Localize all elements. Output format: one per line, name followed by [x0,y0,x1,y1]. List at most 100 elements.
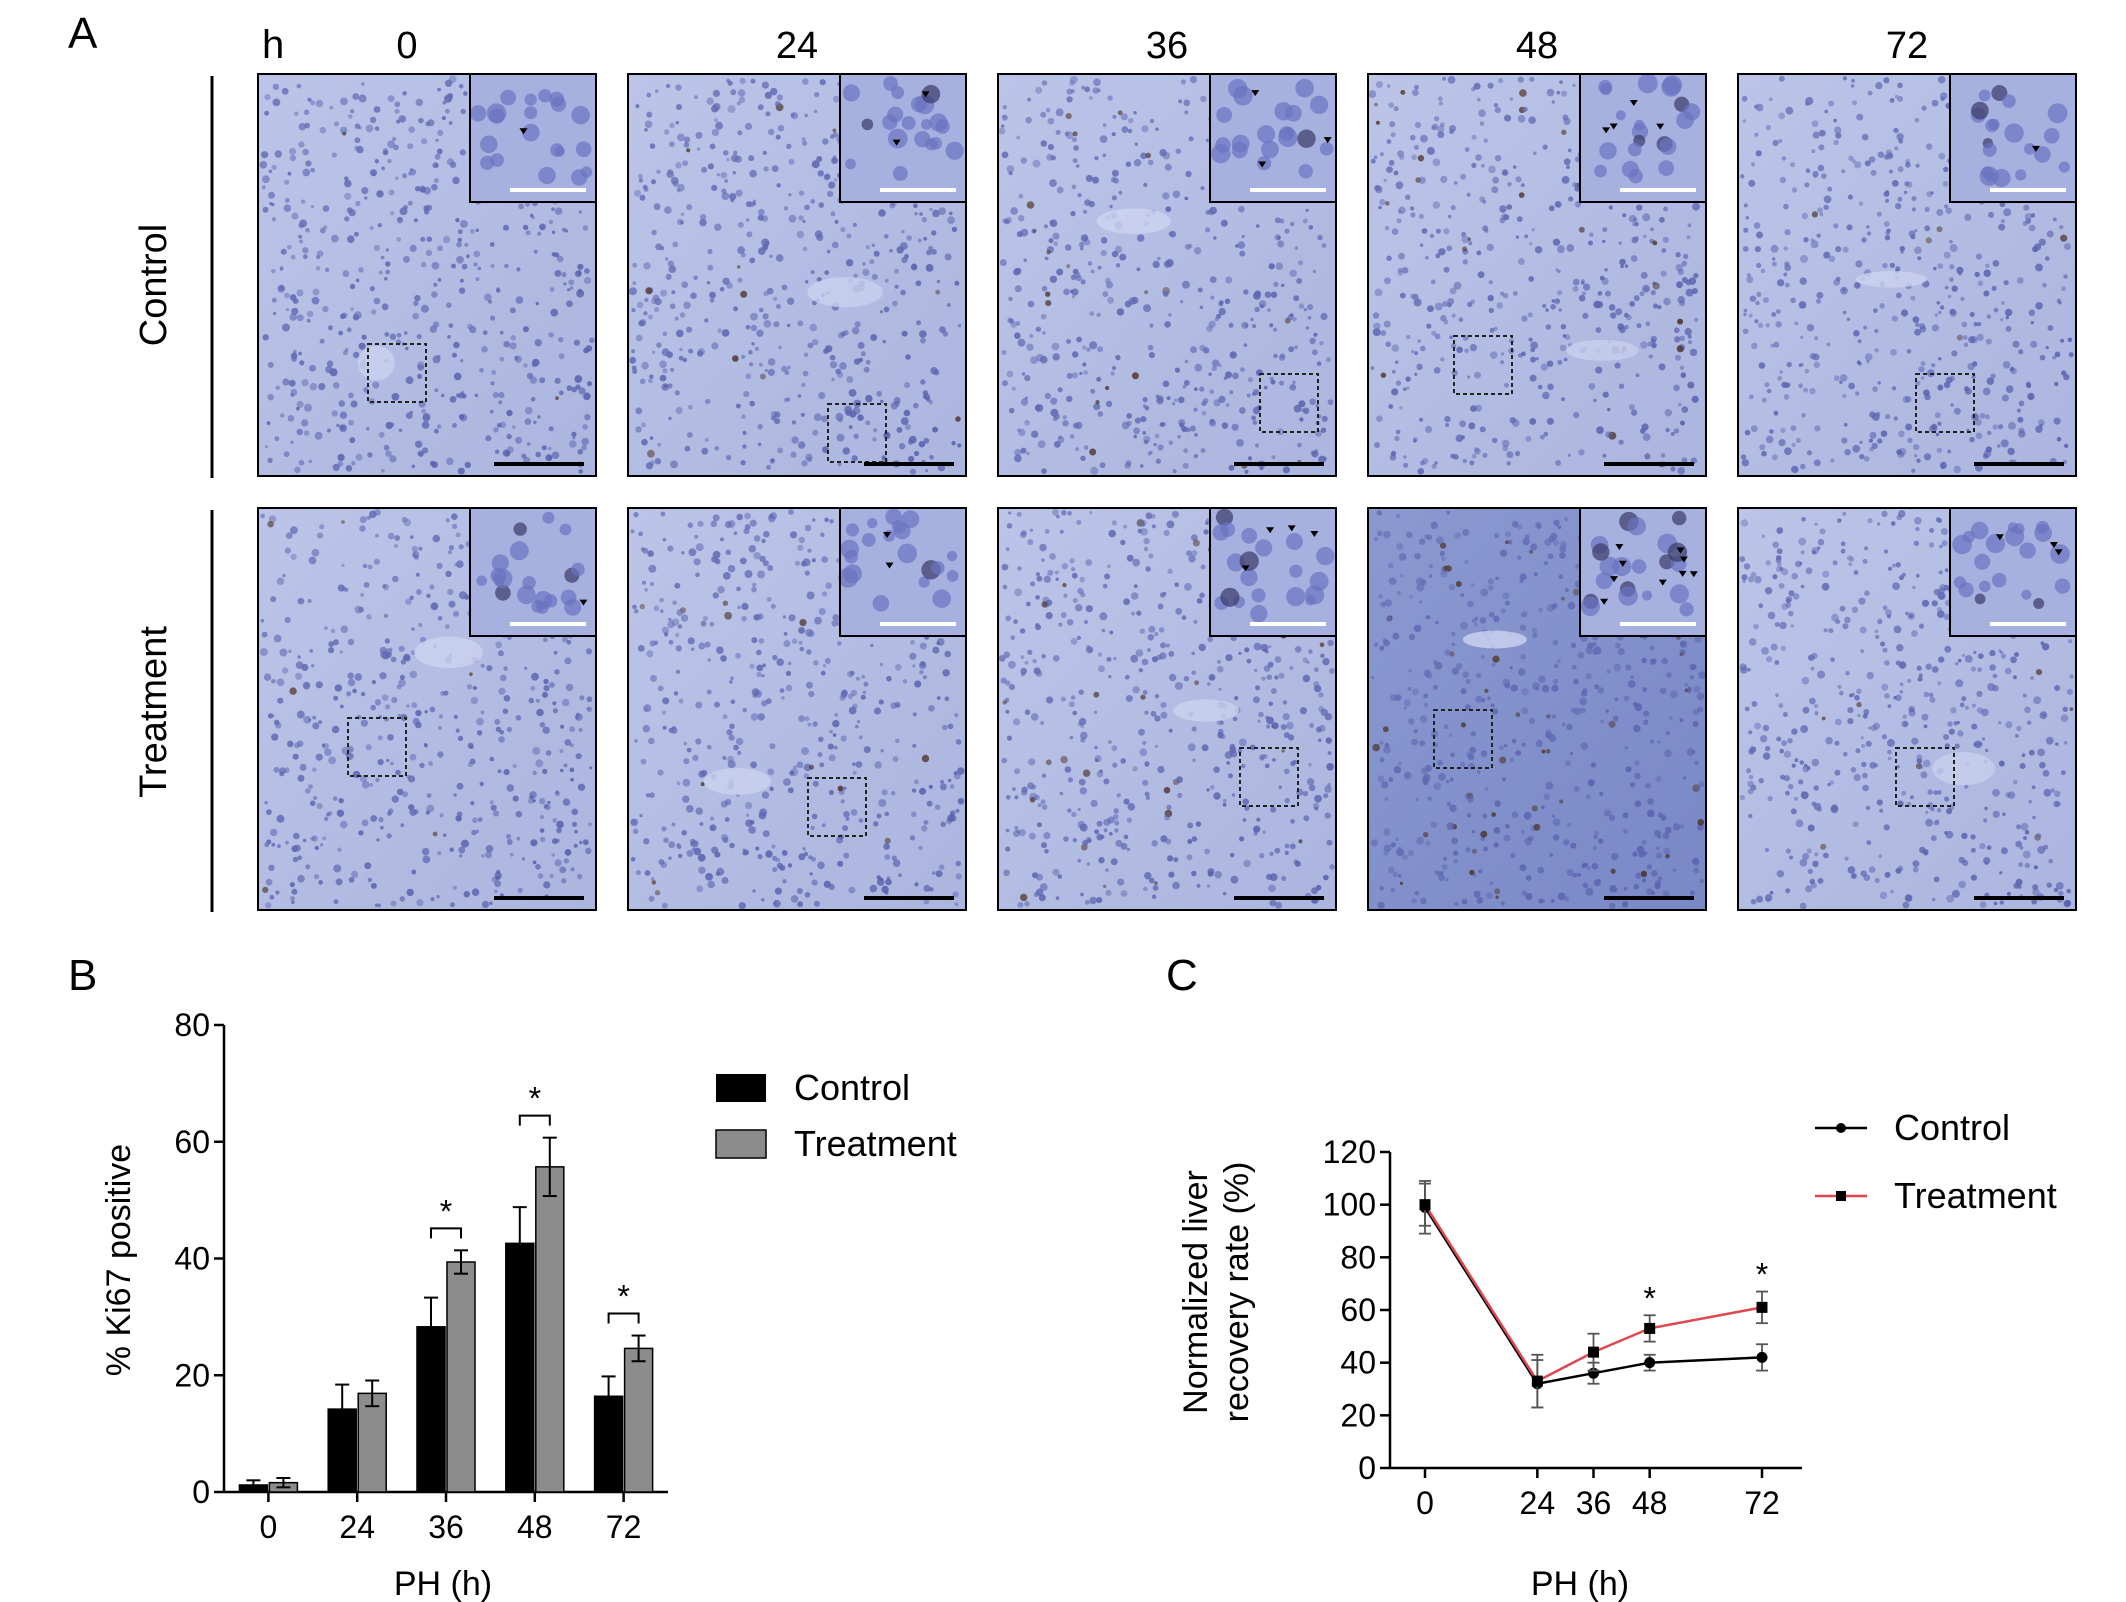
inset-nucleus [920,119,932,130]
inset-nucleus [1305,594,1316,606]
inset-nucleus [1289,564,1303,578]
inset-nucleus [480,155,495,170]
inset-nucleus [1309,95,1329,115]
inset-nucleus [932,589,951,608]
inset-nucleus [2043,128,2060,144]
inset-magnified [1949,73,2077,203]
inset-nucleus [840,539,859,559]
inset-nucleus [500,89,517,106]
inset-nucleus [534,591,553,609]
inset-nucleus [1978,89,1991,102]
inset-nucleus [1240,568,1258,587]
inset-nucleus [554,146,565,157]
inset-nucleus [901,116,916,131]
hour-label-72: 72 [1886,25,1928,67]
inset-nucleus [480,135,498,154]
inset-nucleus [509,541,529,561]
micrograph-control-24h [627,73,967,477]
inset-nucleus [2004,123,2024,143]
inset-nucleus [1981,166,1994,179]
inset-nucleus [845,158,856,170]
inset-nucleus [929,137,942,150]
inset-nucleus [1661,77,1681,97]
inset-nucleus [1286,587,1306,607]
inset-frame [469,73,597,203]
inset-nucleus [861,533,876,547]
inset-nucleus [476,575,488,587]
micrograph-control-48h [1367,73,1707,477]
inset-nucleus [1316,546,1335,566]
hour-label-24: 24 [776,25,818,67]
inset-nucleus [1220,522,1236,537]
arrowhead-marker [1258,161,1267,168]
micrograph-treatment-24h [627,507,967,911]
inset-frame [839,73,967,203]
inset-nucleus [513,522,527,536]
inset-nucleus [1598,79,1613,94]
zoom-region-box [367,343,427,403]
inset-magnified [839,73,967,203]
micrograph-treatment-0h [257,507,597,911]
inset-nucleus [1971,101,1989,120]
hour-label-36: 36 [1146,25,1188,67]
panel-a-label: A [68,9,98,58]
inset-nucleus [2058,161,2070,173]
inset-nucleus [897,543,918,564]
inset-nucleus [580,166,593,178]
inset-nucleus [1233,86,1253,106]
inset-nucleus [1295,78,1314,98]
arrowhead-marker [1251,90,1260,97]
inset-nucleus [1239,551,1259,571]
inset-nucleus [1627,142,1642,157]
inset-nucleus [1211,144,1231,164]
inset-nucleus [887,128,908,149]
inset-nucleus [2015,169,2027,181]
inset-nucleus [946,570,959,582]
inset-nucleus [2047,103,2068,124]
inset-nucleus [1683,103,1701,121]
inset-nucleus [1285,533,1303,550]
micrograph-control-36h [997,73,1337,477]
inset-nucleus [1251,588,1266,603]
inset-nucleus [838,567,858,588]
inset-magnified [1579,73,1707,203]
inset-nucleus [901,510,920,529]
inset-nucleus [1982,142,1997,157]
inset-nucleus [571,105,590,125]
inset-nucleus [522,123,540,142]
inset-nucleus [1637,73,1658,94]
micrograph-treatment-36h [997,507,1337,911]
inset-nucleus [1599,142,1617,160]
inset-nucleus [1257,125,1276,144]
arrowhead-marker [519,128,528,135]
inset-nucleus [1250,605,1268,623]
inset-nucleus [1261,140,1279,159]
inset-nucleus [1594,164,1607,178]
inset-nucleus [2024,143,2036,155]
micrograph-control-72h [1737,73,2077,477]
arrowhead-marker [1323,137,1332,144]
inset-nucleus [861,118,874,131]
micrograph-frame [257,73,597,477]
inset-nucleus [524,93,537,106]
inset-nucleus [550,96,567,112]
inset-magnified [1209,507,1337,637]
inset-nucleus [845,523,860,537]
inset-nucleus [491,554,509,572]
inset-nucleus [1658,160,1675,177]
inset-nucleus [493,568,513,589]
inset-nucleus [538,89,552,103]
inset-nucleus [2002,94,2016,108]
micrograph-treatment-48h [1367,507,1707,911]
inset-nucleus [887,106,904,123]
hour-label-48: 48 [1516,25,1558,67]
inset-nucleus [1285,104,1302,122]
zoom-region-box [1259,373,1319,433]
inset-nucleus [1621,160,1639,178]
hour-label-0: 0 [396,25,417,67]
inset-nucleus [1220,587,1240,607]
zoom-region-box [827,403,887,463]
row-label-treatment: Treatment [133,626,175,798]
inset-nucleus [946,550,958,562]
